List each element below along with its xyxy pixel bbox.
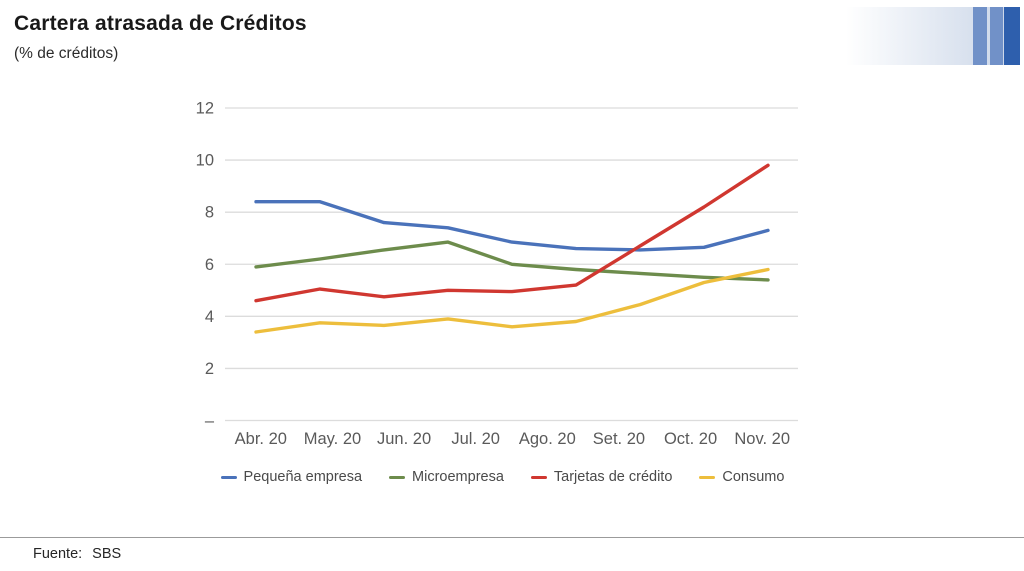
legend-line-swatch — [220, 475, 237, 479]
decoration-stripe — [1004, 7, 1020, 65]
source-note: Fuente: SBS — [33, 546, 121, 562]
legend-item-microempresa: Microempresa — [389, 469, 504, 485]
legend-item-pequena-empresa: Pequeña empresa — [220, 469, 363, 485]
title-block: Cartera atrasada de Créditos (% de crédi… — [14, 12, 307, 63]
series-line-peque-a-empresa — [254, 199, 770, 252]
x-tick-label: Jun. 20 — [377, 430, 431, 448]
legend-line-swatch — [530, 475, 547, 479]
y-tick-label: 10 — [196, 152, 214, 170]
series-line-tarjetas-de-cr-dito — [254, 163, 770, 303]
y-tick-label: 2 — [205, 360, 214, 378]
footer-divider — [0, 537, 1024, 538]
series-line-consumo — [254, 267, 770, 334]
page-title: Cartera atrasada de Créditos — [14, 12, 307, 35]
series-line-microempresa — [254, 240, 770, 282]
decoration-stripe — [990, 7, 1003, 65]
y-tick-label: 6 — [205, 256, 214, 274]
x-tick-label: Ago. 20 — [519, 430, 576, 448]
x-tick-label: Nov. 20 — [734, 430, 790, 448]
chart-legend: Pequeña empresa Microempresa Tarjetas de… — [180, 469, 825, 485]
x-tick-label: Oct. 20 — [664, 430, 717, 448]
source-label: Fuente: — [33, 546, 83, 562]
legend-label: Microempresa — [412, 469, 504, 485]
corner-decoration — [846, 7, 1020, 65]
source-value: SBS — [92, 546, 122, 562]
x-tick-label: Abr. 20 — [235, 430, 287, 448]
x-tick-label: Jul. 20 — [451, 430, 500, 448]
legend-item-tarjetas-de-credito: Tarjetas de crédito — [530, 469, 673, 485]
y-tick-label: 8 — [205, 204, 214, 222]
x-tick-label: Set. 20 — [593, 430, 645, 448]
y-tick-label: 4 — [205, 308, 214, 326]
legend-label: Consumo — [722, 469, 785, 485]
line-chart: 12 10 8 6 4 2 – Abr. 20 May. 20 Jun. 20 Jul. 20 Ago… — [196, 100, 798, 448]
legend-item-consumo: Consumo — [699, 469, 784, 485]
legend-label: Pequeña empresa — [243, 469, 363, 485]
y-tick-label: 12 — [196, 100, 214, 118]
legend-line-swatch — [389, 475, 406, 479]
legend-label: Tarjetas de crédito — [553, 469, 673, 485]
legend-line-swatch — [699, 475, 716, 479]
y-tick-label: – — [205, 412, 215, 430]
page-subtitle: (% de créditos) — [14, 45, 119, 62]
x-tick-label: May. 20 — [304, 430, 361, 448]
decoration-stripe — [973, 7, 987, 65]
